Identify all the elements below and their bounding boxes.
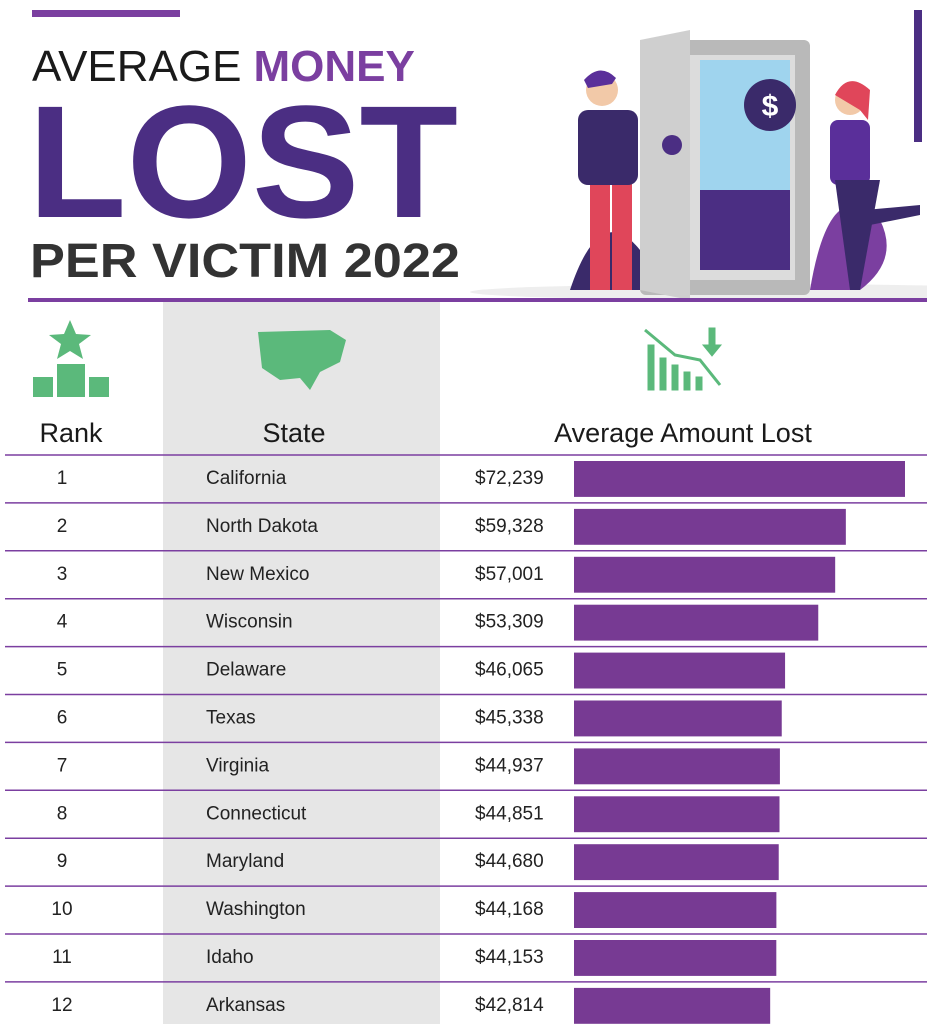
column-header: Average Amount Lost — [554, 418, 812, 448]
value-label: $59,328 — [475, 516, 544, 537]
bar — [574, 844, 779, 881]
value-label: $44,937 — [475, 755, 544, 776]
bar — [574, 892, 777, 928]
value-label: $44,153 — [475, 947, 544, 968]
state-column-background — [163, 302, 440, 1024]
title: AVERAGE MONEY — [32, 42, 415, 91]
rank: 4 — [57, 612, 68, 633]
rank: 1 — [57, 468, 68, 489]
state: New Mexico — [206, 564, 309, 585]
title-part: PER VICTIM 2022 — [30, 235, 460, 288]
column-header: Rank — [39, 418, 103, 448]
bar — [574, 604, 819, 641]
amount-icon — [644, 327, 723, 391]
value-label: $53,309 — [475, 612, 544, 633]
rank: 3 — [57, 564, 68, 585]
bar — [574, 508, 846, 545]
rows: 1 California $72,239 2 North Dakota $59,328 3 N… — [5, 454, 927, 1024]
state: Arkansas — [206, 995, 285, 1016]
bar — [574, 987, 771, 1024]
bar — [574, 700, 782, 737]
value-label: $42,814 — [475, 995, 544, 1016]
rank: 2 — [57, 516, 68, 537]
value-label: $46,065 — [475, 660, 544, 681]
state: Maryland — [206, 851, 284, 872]
state: California — [206, 468, 287, 489]
title-part: MONEY — [253, 42, 414, 91]
divider — [28, 298, 927, 302]
rank-icon — [33, 320, 109, 397]
state: Texas — [206, 707, 256, 728]
illustration: $ — [470, 30, 927, 300]
value-label: $44,168 — [475, 899, 544, 920]
state: Virginia — [206, 755, 269, 776]
bar — [574, 652, 786, 689]
value-label: $44,851 — [475, 803, 544, 824]
rank: 11 — [52, 947, 72, 968]
rank: 12 — [51, 995, 72, 1016]
state: Idaho — [206, 947, 254, 968]
bar — [574, 940, 777, 976]
value-label: $57,001 — [475, 564, 544, 585]
svg-text:$: $ — [762, 90, 779, 123]
accent-bar — [914, 10, 922, 142]
rank: 10 — [51, 899, 72, 920]
rank: 5 — [57, 660, 68, 681]
title-part: AVERAGE — [32, 42, 241, 91]
bar — [574, 748, 780, 785]
bar — [574, 461, 905, 497]
bar — [574, 796, 780, 833]
state: Delaware — [206, 660, 286, 681]
rank: 8 — [57, 803, 68, 824]
column-header: State — [262, 418, 325, 448]
value-label: $45,338 — [475, 707, 544, 728]
rank: 7 — [57, 755, 68, 776]
title-part: LOST — [28, 72, 458, 251]
value-label: $72,239 — [475, 468, 544, 489]
rank: 9 — [57, 851, 68, 872]
value-label: $44,680 — [475, 851, 544, 872]
state: Wisconsin — [206, 612, 293, 633]
state: Connecticut — [206, 803, 307, 824]
accent-bar — [32, 10, 180, 17]
state: North Dakota — [206, 516, 318, 537]
bar — [574, 556, 836, 593]
state-icon — [258, 330, 346, 390]
state: Washington — [206, 899, 306, 920]
rank: 6 — [57, 707, 68, 728]
